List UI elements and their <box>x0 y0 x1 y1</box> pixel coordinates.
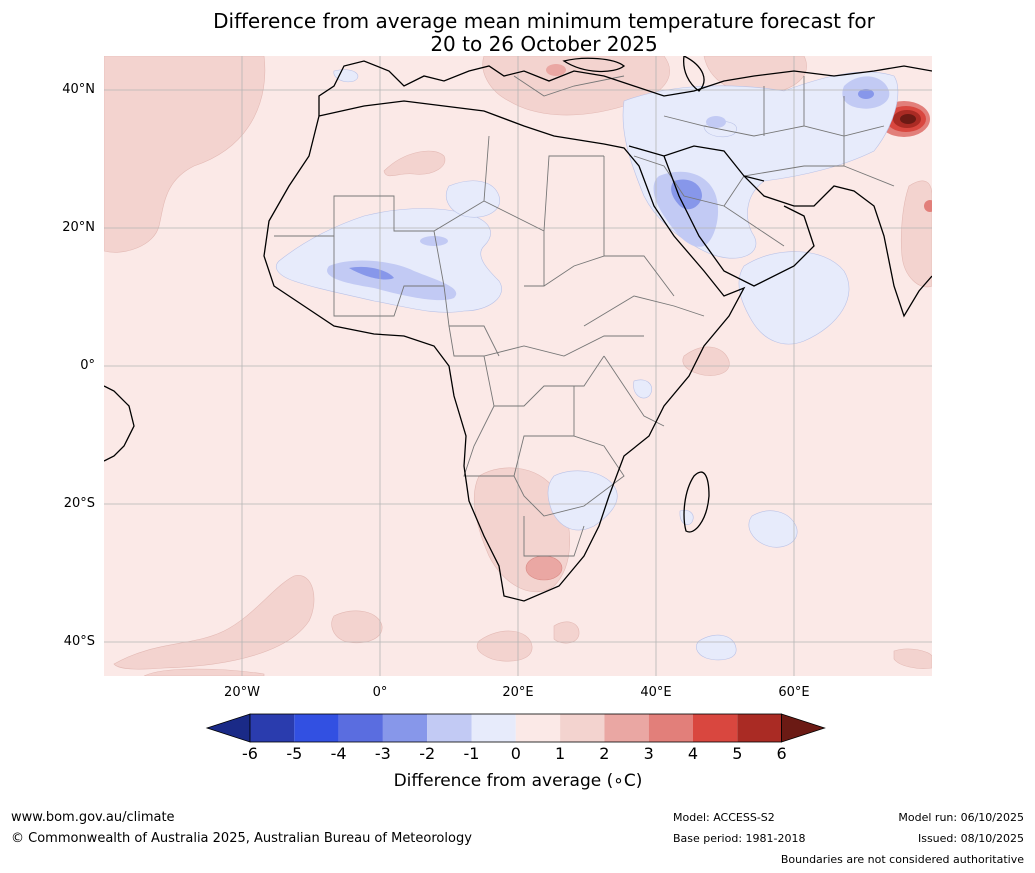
lat-label-40s: 40°S <box>63 634 95 649</box>
colorbar-tick-label: 6 <box>776 744 787 763</box>
country-borders <box>274 75 895 557</box>
footer-issued: Issued: 08/10/2025 <box>917 832 1024 845</box>
colorbar-segment <box>693 714 738 742</box>
colorbar-segments <box>205 713 826 743</box>
colorbar-title: Difference from average (∘C) <box>393 771 643 791</box>
footer-website[interactable]: www.bom.gov.au/climate <box>11 810 175 825</box>
colorbar-segment <box>471 714 516 742</box>
forecast-map <box>104 56 932 676</box>
coastlines <box>104 56 932 602</box>
colorbar-tick-label: -3 <box>374 744 391 763</box>
lon-label-20w: 20°W <box>224 685 260 700</box>
colorbar-segment <box>648 714 693 742</box>
colorbar-tick-label: -5 <box>286 744 303 763</box>
graticule <box>104 56 932 676</box>
colorbar-tick-label: 0 <box>510 744 521 763</box>
colorbar-tick-label: -2 <box>419 744 436 763</box>
map-title: Difference from average mean minimum tem… <box>104 10 984 56</box>
footer-model-run: Model run: 06/10/2025 <box>898 811 1024 824</box>
colorbar-tick-label: 2 <box>599 744 610 763</box>
colorbar-segment <box>294 714 339 742</box>
footer-base-period: Base period: 1981-2018 <box>673 832 806 845</box>
colorbar-segment <box>604 714 649 742</box>
colorbar-segment <box>250 714 295 742</box>
title-line-2: 20 to 26 October 2025 <box>430 32 658 56</box>
colorbar-tick-label: 5 <box>732 744 743 763</box>
colorbar-tick-label: -1 <box>463 744 480 763</box>
lon-label-60e: 60°E <box>778 685 810 700</box>
lon-label-20e: 20°E <box>502 685 534 700</box>
colorbar-tick-label: 3 <box>643 744 654 763</box>
colorbar <box>205 713 826 743</box>
footer-disclaimer: Boundaries are not considered authoritat… <box>780 853 1024 866</box>
title-line-1: Difference from average mean minimum tem… <box>213 9 875 33</box>
lat-label-20n: 20°N <box>62 220 95 235</box>
colorbar-segment <box>515 714 561 742</box>
colorbar-segment <box>427 714 472 742</box>
colorbar-arrow-high <box>781 713 826 743</box>
map-svg <box>104 56 932 676</box>
footer-model: Model: ACCESS-S2 <box>673 811 775 824</box>
colorbar-tick-label: -6 <box>242 744 258 763</box>
colorbar-tick-label: 1 <box>555 744 566 763</box>
colorbar-segment <box>560 714 605 742</box>
lat-label-40n: 40°N <box>62 82 95 97</box>
lon-label-40e: 40°E <box>640 685 672 700</box>
colorbar-arrow-low <box>205 713 251 743</box>
colorbar-tick-label: 4 <box>687 744 699 763</box>
colorbar-segment <box>737 714 782 742</box>
colorbar-segment <box>382 714 428 742</box>
colorbar-segment <box>338 714 383 742</box>
colorbar-tick-label: -4 <box>330 744 347 763</box>
lon-label-0: 0° <box>372 685 388 700</box>
footer-copyright: © Commonwealth of Australia 2025, Austra… <box>11 831 472 846</box>
lat-label-20s: 20°S <box>63 496 95 511</box>
colorbar-outline <box>249 713 782 743</box>
lat-label-equator: 0° <box>80 358 95 373</box>
